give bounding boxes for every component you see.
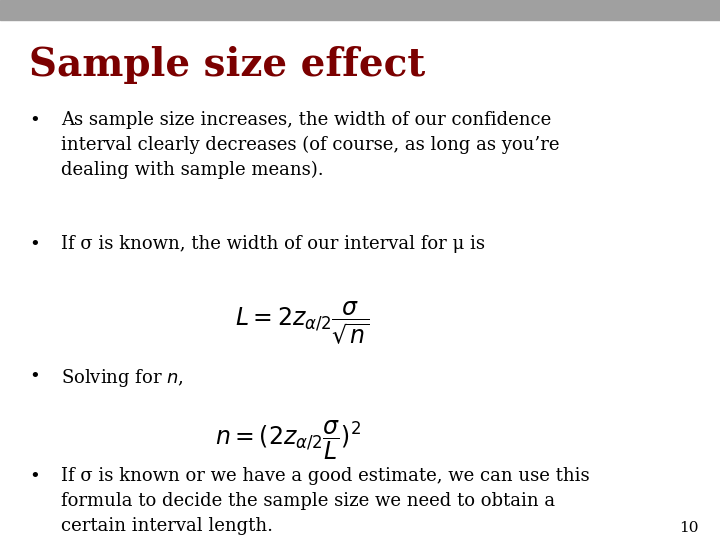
Text: •: •: [29, 111, 40, 129]
Text: 10: 10: [679, 521, 698, 535]
Text: •: •: [29, 467, 40, 485]
Text: If σ is known, the width of our interval for μ is: If σ is known, the width of our interval…: [61, 235, 485, 253]
Text: Sample size effect: Sample size effect: [29, 46, 425, 84]
Text: If σ is known or we have a good estimate, we can use this
formula to decide the : If σ is known or we have a good estimate…: [61, 467, 590, 535]
Text: $n = (2z_{\alpha/2} \dfrac{\sigma}{L})^2$: $n = (2z_{\alpha/2} \dfrac{\sigma}{L})^2…: [215, 418, 361, 462]
Text: •: •: [29, 235, 40, 253]
Text: $L = 2z_{\alpha/2} \dfrac{\sigma}{\sqrt{n}}$: $L = 2z_{\alpha/2} \dfrac{\sigma}{\sqrt{…: [235, 300, 369, 347]
Text: As sample size increases, the width of our confidence
interval clearly decreases: As sample size increases, the width of o…: [61, 111, 559, 179]
Text: Solving for $n$,: Solving for $n$,: [61, 367, 184, 389]
Text: •: •: [29, 367, 40, 385]
